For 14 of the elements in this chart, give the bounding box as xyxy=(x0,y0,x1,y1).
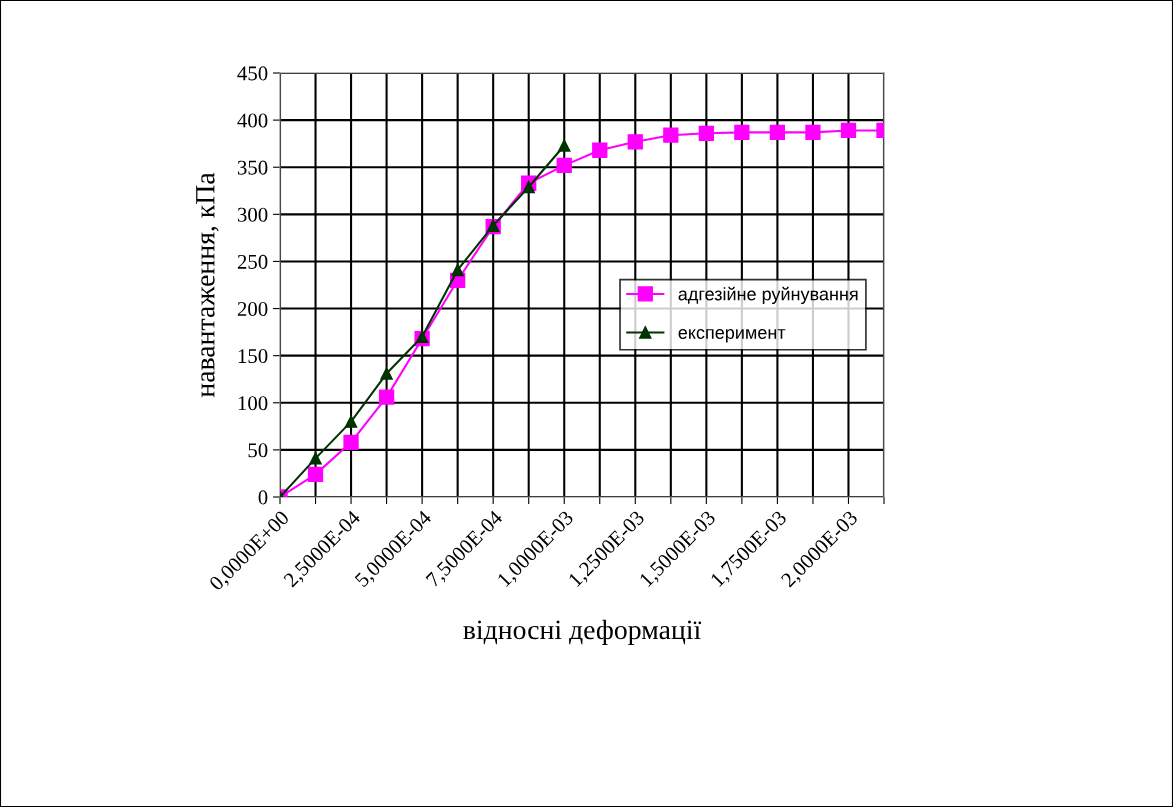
y-tick-label: 300 xyxy=(237,207,268,222)
y-tick-label: 350 xyxy=(237,160,268,175)
y-tick-label: 50 xyxy=(248,443,268,458)
y-tick-label: 400 xyxy=(237,113,268,128)
y-tick-label: 200 xyxy=(237,301,268,316)
y-tick-label: 250 xyxy=(237,254,268,269)
y-axis-title: навантаження, кПа xyxy=(196,172,219,398)
y-tick-label: 0 xyxy=(258,490,268,505)
x-axis-title: відносні деформації xyxy=(463,619,702,645)
y-tick-label: 450 xyxy=(237,66,268,81)
y-tick-label: 150 xyxy=(238,349,268,364)
legend-label: експеримент xyxy=(678,329,786,343)
y-tick-label: 100 xyxy=(238,396,268,411)
legend-label: адгезійне руйнування xyxy=(678,286,858,304)
